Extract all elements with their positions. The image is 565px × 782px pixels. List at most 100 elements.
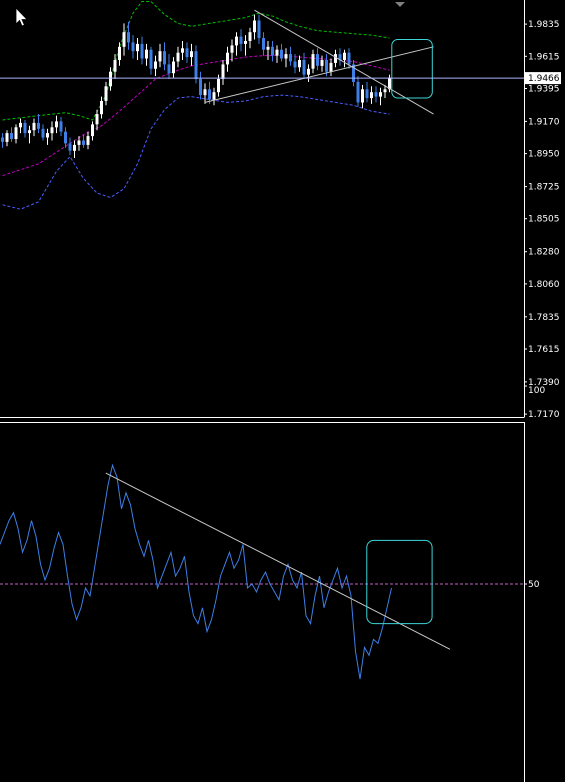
candle xyxy=(127,21,130,50)
candle-body xyxy=(95,114,99,125)
candle-body xyxy=(284,54,288,59)
candle-body xyxy=(253,20,256,33)
candle xyxy=(302,52,306,79)
candle-body xyxy=(181,48,184,53)
candle xyxy=(374,86,378,103)
candle-body xyxy=(77,140,81,145)
candle-body xyxy=(361,89,364,103)
candle xyxy=(212,87,216,106)
candle-body xyxy=(158,51,162,62)
candle xyxy=(158,43,162,68)
candle xyxy=(199,71,202,100)
candle-body xyxy=(289,54,292,62)
candle-body xyxy=(154,61,157,69)
candle-body xyxy=(113,60,117,72)
candle-body xyxy=(140,43,144,59)
cursor-shape xyxy=(15,7,28,27)
rsi-trendline xyxy=(105,472,451,650)
price-tick-label: 1.8725 xyxy=(528,183,560,193)
candle-body xyxy=(212,92,216,100)
rsi-highlight-box xyxy=(366,539,433,625)
candle-body xyxy=(379,92,382,97)
candle xyxy=(244,35,247,56)
price-tick-label: 1.7170 xyxy=(528,410,560,420)
price-highlight-box xyxy=(391,39,433,99)
candle-body xyxy=(46,133,49,138)
candle-body xyxy=(221,64,225,79)
candle-body xyxy=(122,32,126,47)
candle xyxy=(5,130,9,147)
candle-body xyxy=(356,81,360,103)
current-price-tag: 1.9466 xyxy=(525,72,561,85)
candle-body xyxy=(55,121,58,128)
price-tick-label: 1.8505 xyxy=(528,215,560,225)
candle-body xyxy=(68,143,72,151)
candle xyxy=(46,128,49,145)
candle xyxy=(37,114,40,134)
candle xyxy=(280,43,283,62)
candle-body xyxy=(118,46,121,60)
price-tick-label: 1.9395 xyxy=(528,85,560,95)
candle xyxy=(226,46,229,72)
candle-body xyxy=(104,86,108,101)
candle-body xyxy=(338,54,342,60)
arrow-cursor-icon xyxy=(15,7,28,27)
candle-body xyxy=(217,79,220,93)
bollinger-middle-band xyxy=(2,55,390,177)
candle-body xyxy=(374,92,378,97)
price-pane xyxy=(0,1,524,210)
candle xyxy=(257,14,261,44)
candle-body xyxy=(325,60,328,72)
candle-body xyxy=(239,36,243,44)
candle xyxy=(172,57,175,78)
current-price-tag-box xyxy=(525,72,561,85)
candle xyxy=(298,55,301,72)
candle-body xyxy=(203,89,207,96)
candle-body xyxy=(194,51,198,79)
price-tick-label: 1.7835 xyxy=(528,313,560,323)
candle xyxy=(181,41,184,60)
candle-body xyxy=(311,54,315,69)
current-price-label: 1.9466 xyxy=(528,74,560,84)
candle xyxy=(262,32,265,56)
candle xyxy=(289,46,292,66)
candle xyxy=(311,49,315,74)
candle-body xyxy=(10,133,13,139)
candle-body xyxy=(86,136,90,145)
top-marker-icon xyxy=(395,2,405,7)
price-trendline xyxy=(254,9,434,115)
candle xyxy=(307,64,310,82)
candle-body xyxy=(302,60,306,75)
candle xyxy=(230,39,234,62)
bollinger-upper-band xyxy=(2,1,390,121)
candle-body xyxy=(19,122,22,128)
candle-body xyxy=(1,137,4,142)
price-tick-label: 1.9615 xyxy=(528,52,560,62)
candle-body xyxy=(5,133,9,142)
candle xyxy=(50,121,54,141)
price-tick-label: 1.9835 xyxy=(528,20,560,30)
candle xyxy=(100,96,103,119)
candle xyxy=(55,115,58,134)
candle-body xyxy=(23,122,27,134)
candle-body xyxy=(190,51,193,58)
candle xyxy=(23,120,27,138)
candle-body xyxy=(149,49,153,69)
candle xyxy=(379,87,382,106)
candle-body xyxy=(199,79,202,96)
candle xyxy=(68,137,72,156)
candle-body xyxy=(280,49,283,59)
candle-body xyxy=(163,51,166,65)
candle-body xyxy=(343,52,346,60)
candle xyxy=(28,125,31,144)
candle xyxy=(271,41,274,62)
candle xyxy=(266,41,270,60)
candle xyxy=(235,32,238,56)
candle-body xyxy=(352,64,355,82)
candle-body xyxy=(334,54,337,63)
candle xyxy=(10,127,13,142)
candle xyxy=(136,38,139,60)
candle-body xyxy=(298,60,301,68)
candle xyxy=(82,134,85,148)
